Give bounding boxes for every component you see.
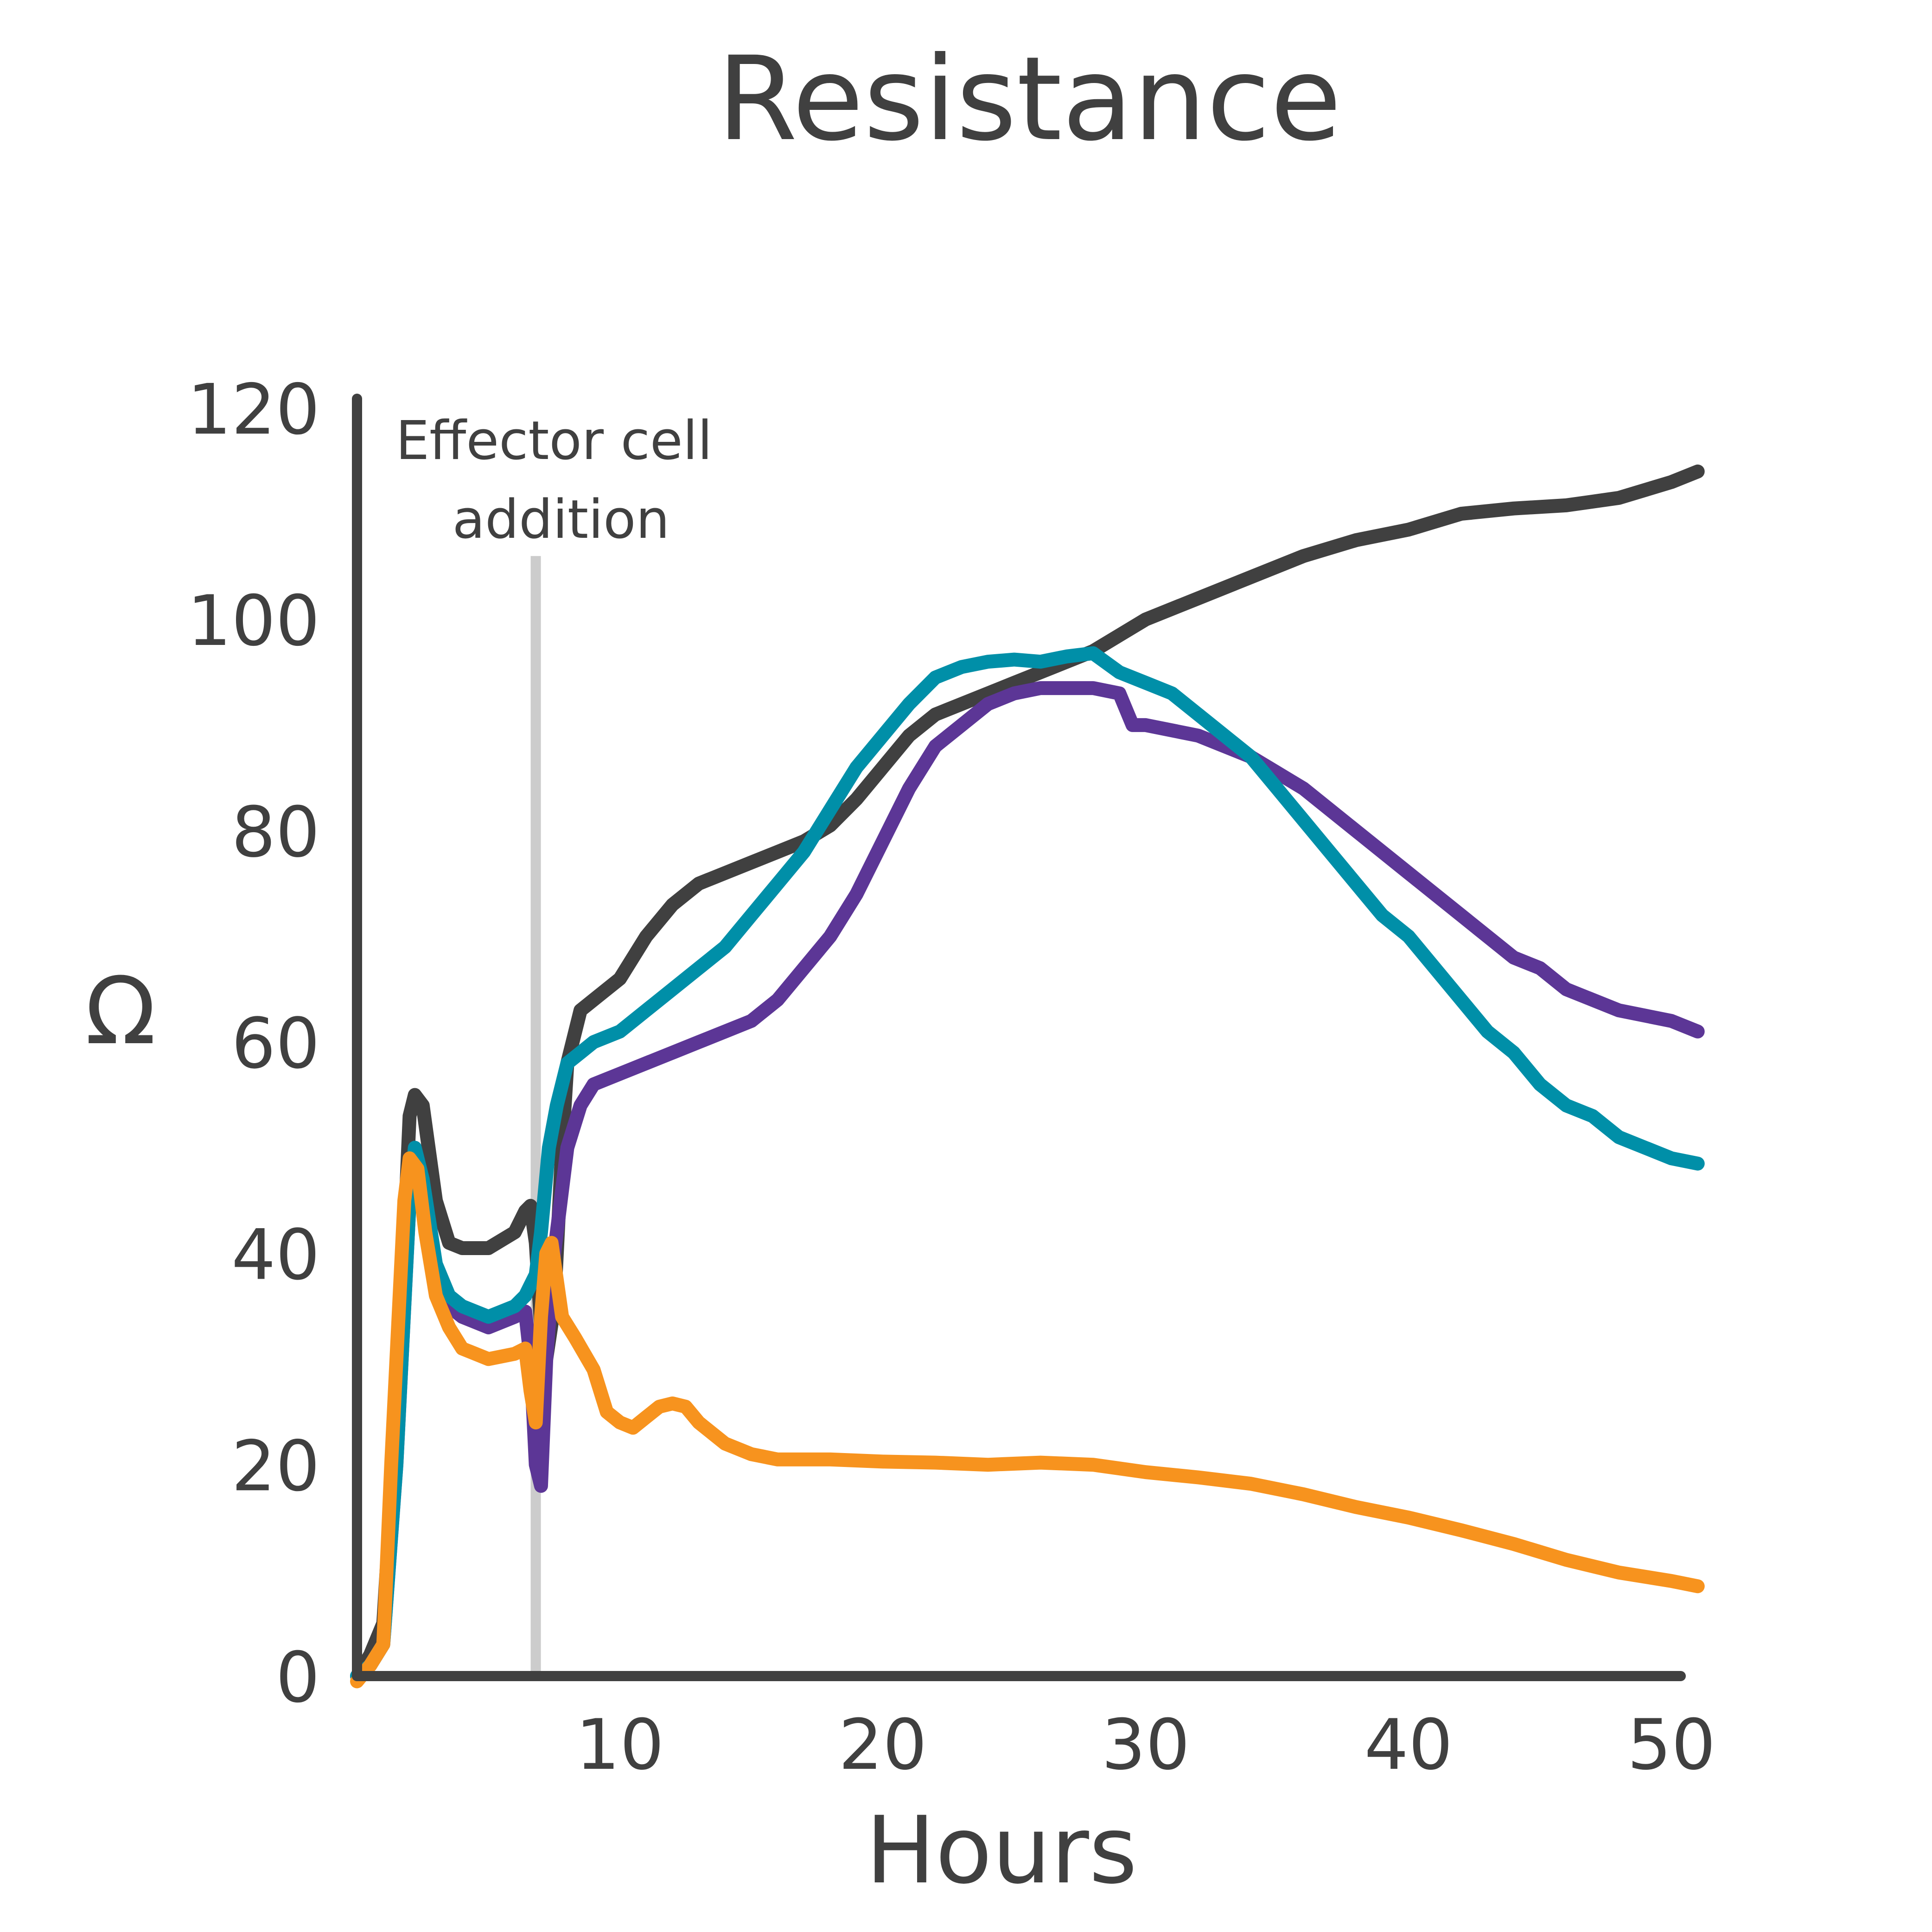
x-axis-label: Hours — [866, 1797, 1137, 1905]
x-tick-label: 50 — [1627, 1705, 1716, 1785]
y-tick-labels: 0 20 40 60 80 100 120 — [187, 370, 320, 1718]
x-tick-label: 40 — [1365, 1705, 1453, 1785]
y-tick-label: 0 — [276, 1638, 320, 1718]
y-tick-label: 100 — [187, 581, 320, 662]
series-layer — [350, 464, 1705, 1689]
series-line-4 — [350, 1151, 1705, 1689]
annotation-text-line-2: addition — [453, 489, 670, 551]
y-tick-label: 40 — [231, 1215, 320, 1295]
y-tick-label: 20 — [231, 1426, 320, 1507]
x-tick-labels: 10 20 30 40 50 — [576, 1705, 1716, 1785]
y-tick-label: 120 — [187, 370, 320, 450]
x-tick-label: 30 — [1102, 1705, 1190, 1785]
annotation-text-line-1: Effector cell — [395, 410, 712, 472]
y-tick-label: 60 — [231, 1004, 320, 1084]
y-axis-label: Ω — [85, 957, 156, 1065]
chart-title: Resistance — [717, 32, 1341, 166]
series-line-3 — [350, 646, 1705, 1683]
x-tick-label: 10 — [576, 1705, 664, 1785]
y-tick-label: 80 — [231, 792, 320, 873]
series-line-2 — [350, 681, 1705, 1683]
series-line-1 — [350, 464, 1705, 1683]
x-tick-label: 20 — [839, 1705, 927, 1785]
